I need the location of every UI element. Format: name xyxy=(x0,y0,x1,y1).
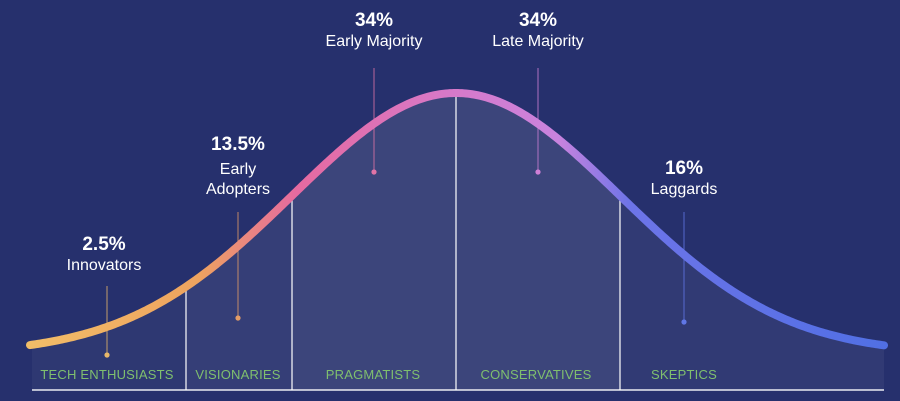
category-pragmatists: PRAGMATISTS xyxy=(325,367,421,382)
segment-area-early-majority xyxy=(292,93,456,390)
leader-dot-laggards xyxy=(681,319,687,325)
early-adopters-percent: 13.5% xyxy=(211,134,265,155)
laggards-name: Laggards xyxy=(650,181,718,198)
segment-area-early-adopters xyxy=(186,195,292,390)
early-majority-name: Early Majority xyxy=(325,33,423,50)
early-adopters-label: 13.5% Early Adopters xyxy=(206,134,270,200)
leader-dot-innovators xyxy=(104,352,110,358)
category-conservatives: CONSERVATIVES xyxy=(480,367,592,382)
segment-area-laggards xyxy=(620,195,884,390)
leader-dot-early-adopters xyxy=(235,315,241,321)
category-tech-enthusiasts: TECH ENTHUSIASTS xyxy=(40,367,174,382)
early-adopters-name-line2: Adopters xyxy=(205,181,271,198)
innovators-percent: 2.5% xyxy=(82,234,126,255)
laggards-label: 16% Laggards xyxy=(651,158,718,200)
category-visionaries: VISIONARIES xyxy=(195,367,281,382)
segment-area-late-majority xyxy=(456,93,620,390)
bell-curve-line xyxy=(26,88,888,350)
leader-dot-late-majority xyxy=(535,169,541,175)
early-adopters-name-line1: Early xyxy=(219,161,257,178)
laggards-percent: 16% xyxy=(664,158,704,179)
late-majority-name: Late Majority xyxy=(492,33,584,50)
late-majority-label: 34% Late Majority xyxy=(492,10,584,52)
early-majority-percent: 34% xyxy=(354,10,394,31)
late-majority-percent: 34% xyxy=(518,10,558,31)
category-skeptics: SKEPTICS xyxy=(651,367,717,382)
innovators-name: Innovators xyxy=(66,257,142,274)
early-majority-label: 34% Early Majority xyxy=(326,10,423,52)
leader-dot-early-majority xyxy=(371,169,377,175)
innovators-label: 2.5% Innovators xyxy=(67,234,142,276)
